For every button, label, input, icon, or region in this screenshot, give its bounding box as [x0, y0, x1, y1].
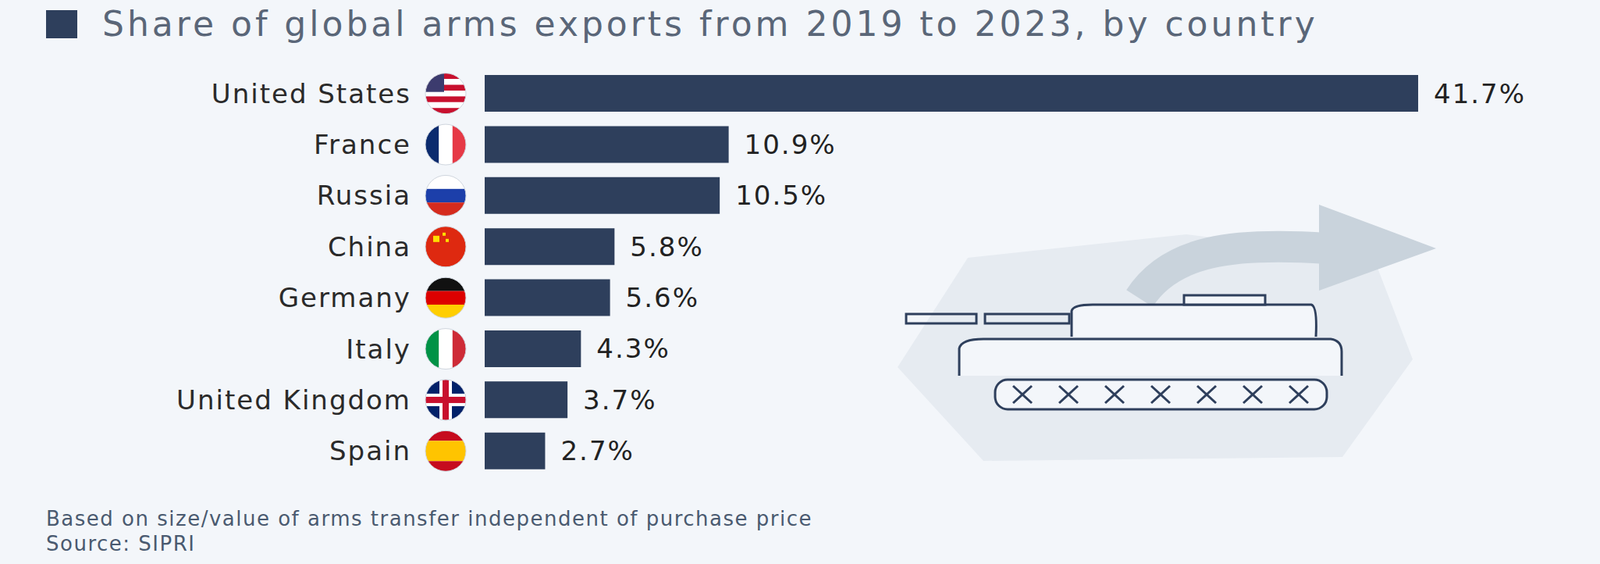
svg-text:Spain: Spain — [329, 434, 412, 466]
svg-text:2.7%: 2.7% — [560, 434, 634, 466]
svg-text:3.7%: 3.7% — [583, 384, 657, 416]
html-text:Based on size/value of arms tr: Based on size/value of arms transfer ind… — [46, 506, 813, 530]
svg-text:Germany: Germany — [278, 281, 412, 313]
svg-text:China: China — [327, 231, 412, 263]
svg-text:5.6%: 5.6% — [625, 281, 700, 313]
svg-text:5.8%: 5.8% — [629, 231, 704, 263]
svg-text:United States: United States — [211, 78, 412, 110]
svg-text:4.3%: 4.3% — [596, 332, 670, 364]
svg-text:41.7%: 41.7% — [1433, 78, 1526, 110]
html-text:Source: SIPRI: Source: SIPRI — [46, 531, 196, 555]
svg-text:Russia: Russia — [316, 179, 412, 211]
svg-text:10.9%: 10.9% — [744, 128, 837, 160]
svg-text:France: France — [313, 128, 412, 160]
svg-text:10.5%: 10.5% — [735, 179, 828, 211]
svg-text:Italy: Italy — [345, 333, 412, 365]
svg-text:United Kingdom: United Kingdom — [176, 384, 412, 416]
html-text:Share of global arms exports f: Share of global arms exports from 2019 t… — [102, 3, 1319, 44]
